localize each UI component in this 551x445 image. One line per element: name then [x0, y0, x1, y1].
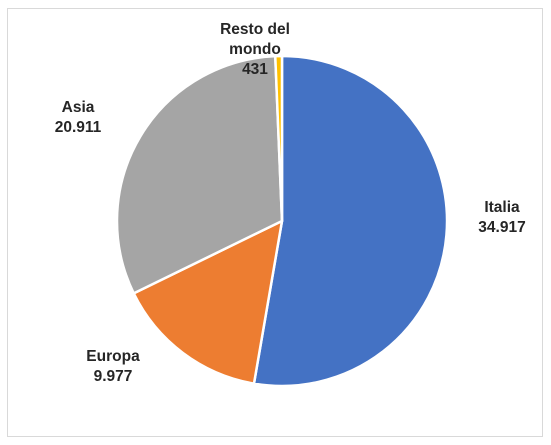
pie-labels: Italia 34.917 Europa 9.977 Asia 20.911 Resto d… [55, 21, 526, 385]
data-label-value-europa: 9.977 [94, 368, 133, 385]
data-label-europa: Europa 9.977 [86, 348, 140, 385]
data-label-italia: Italia 34.917 [478, 199, 525, 236]
pie-slice-europa [132, 219, 284, 385]
data-label-asia: Asia 20.911 [55, 99, 102, 136]
pie-slice-asia [115, 54, 284, 295]
data-label-category-resto-del-mondo: Resto del [220, 21, 290, 38]
data-label-value-italia: 34.917 [478, 219, 525, 236]
data-label-category-europa: Europa [86, 348, 140, 365]
data-label-value-resto-del-mondo: 431 [242, 61, 268, 78]
data-label-category-resto-del-mondo: mondo [229, 41, 281, 58]
data-label-category-italia: Italia [484, 199, 520, 216]
data-label-resto-del-mondo: Resto del mondo 431 [220, 21, 290, 78]
data-label-value-asia: 20.911 [55, 119, 102, 136]
pie-slices [115, 54, 449, 388]
pie-slice-italia [252, 54, 449, 388]
data-label-category-asia: Asia [62, 99, 95, 116]
pie-slice-resto-del-mondo [274, 54, 284, 223]
